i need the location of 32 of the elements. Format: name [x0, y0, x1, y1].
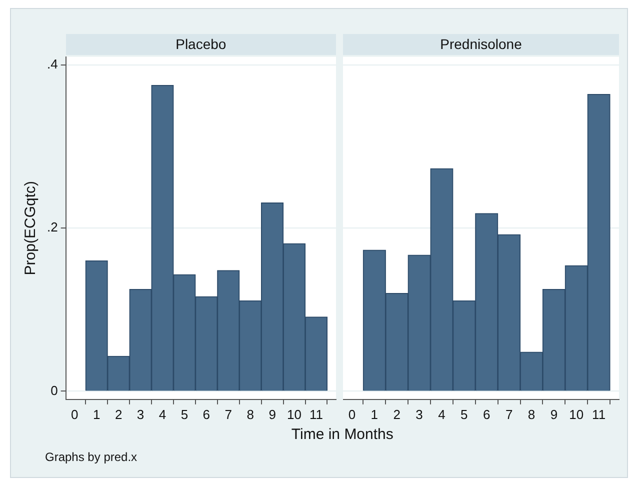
x-tick-label: 2: [114, 406, 122, 422]
chart-title: Placebo: [66, 34, 336, 55]
x-tick-label: 8: [246, 406, 254, 422]
x-tick-label: 6: [482, 406, 490, 422]
x-tick-label: 1: [92, 406, 100, 422]
y-axis-title: Prop(ECGqtc): [22, 181, 40, 276]
x-tick-label: 9: [550, 406, 558, 422]
x-tick-label: 7: [224, 406, 232, 422]
x-tick-label: 0: [71, 406, 78, 422]
x-tick-label: 7: [505, 406, 513, 422]
x-tick-label: 4: [158, 406, 166, 422]
x-tick-label: 5: [460, 406, 468, 422]
x-tick-label: 6: [202, 406, 210, 422]
x-tick-label: 9: [268, 406, 276, 422]
x-tick-label: 8: [528, 406, 536, 422]
chart-title: Prednisolone: [343, 34, 619, 55]
x-tick-label: 0: [348, 406, 356, 422]
y-tick-label: .2: [47, 220, 58, 235]
x-tick-label: 2: [393, 406, 400, 422]
text: Graphs by pred.x: [45, 450, 138, 464]
x-tick-label: 3: [136, 406, 144, 422]
x-axis-title: Time in Months: [290, 426, 394, 443]
x-tick-label: 4: [438, 406, 446, 422]
x-tick-label: 11: [592, 406, 606, 422]
x-tick-label: 3: [416, 406, 423, 422]
y-tick-label: 0: [50, 382, 58, 398]
x-tick-label: 1: [370, 406, 378, 422]
x-tick-label: 10: [287, 406, 302, 422]
x-tick-label: 5: [180, 406, 188, 422]
x-tick-label: 10: [569, 406, 584, 422]
x-tick-label: 11: [309, 406, 323, 422]
y-tick-label: .4: [47, 56, 58, 72]
